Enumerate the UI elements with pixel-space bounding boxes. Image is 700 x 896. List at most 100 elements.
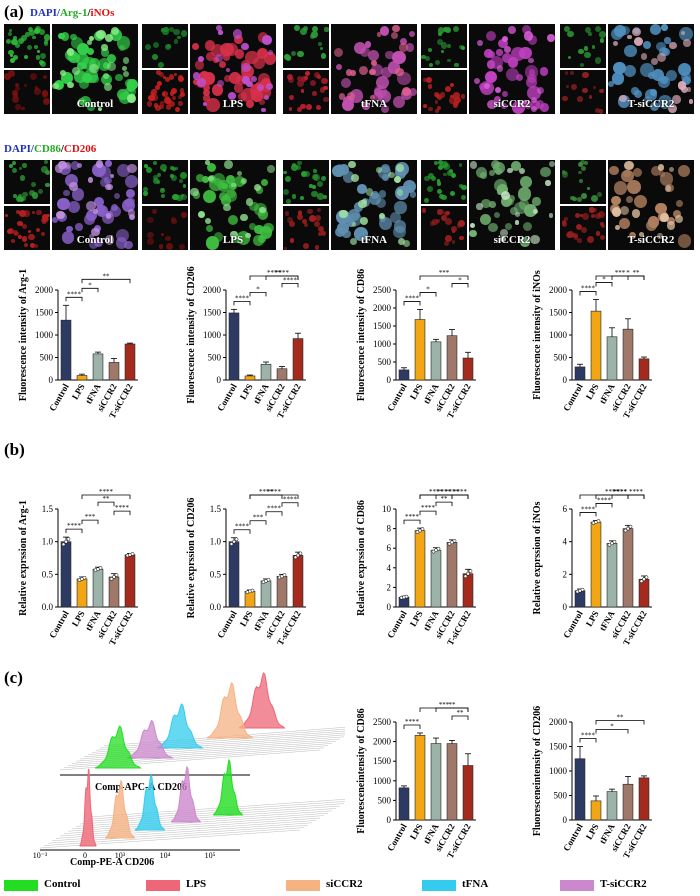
- cell-spot: [297, 75, 303, 81]
- cell-spot: [340, 78, 351, 89]
- cell-spot: [90, 74, 100, 84]
- cell-spot: [223, 75, 231, 83]
- cell-spot: [627, 180, 641, 194]
- cell-spot: [323, 96, 329, 102]
- cell-spot: [434, 100, 439, 104]
- cell-spot: [267, 164, 276, 173]
- cell-spot: [14, 82, 19, 88]
- significance-bracket: [81, 278, 131, 284]
- cell-spot: [166, 44, 171, 48]
- cell-spot: [594, 25, 602, 33]
- cell-spot: [493, 211, 500, 218]
- cell-spot: [501, 52, 513, 63]
- cell-spot: [446, 170, 453, 177]
- cell-spot: [12, 167, 18, 173]
- cell-spot: [153, 102, 159, 108]
- y-tick-label: 1.5: [210, 504, 222, 514]
- grid-line: [59, 817, 321, 837]
- micrograph-label: tFNA: [360, 234, 388, 246]
- cell-spot: [8, 28, 12, 32]
- cell-spot: [92, 163, 106, 178]
- y-axis-label: Fluoresceneintensity of CD206: [532, 706, 543, 836]
- cell-spot: [202, 94, 211, 102]
- cell-spot: [160, 163, 168, 171]
- cd86-text: CD86: [33, 143, 61, 155]
- data-point: [234, 537, 239, 542]
- cell-spot: [97, 106, 103, 112]
- cell-spot: [562, 95, 568, 101]
- cell-spot: [309, 184, 313, 188]
- cell-spot: [240, 213, 248, 221]
- significance-bracket: [65, 528, 83, 534]
- cell-spot: [70, 33, 77, 40]
- cell-spot: [241, 43, 249, 51]
- merged-micrograph: T-siCCR2: [608, 24, 694, 114]
- cell-spot: [180, 172, 188, 180]
- cell-spot: [87, 103, 95, 112]
- histogram-peak: [105, 779, 136, 839]
- cell-spot: [584, 26, 592, 34]
- cell-spot: [214, 53, 223, 62]
- cell-spot: [577, 161, 584, 168]
- data-point: [296, 553, 300, 558]
- y-tick-label: 1000: [549, 330, 568, 340]
- bar: [414, 319, 426, 381]
- panel-c-label: (c): [4, 668, 23, 687]
- channel-red-thumb: [4, 70, 50, 114]
- cell-spot: [380, 26, 390, 36]
- cell-spot: [362, 101, 371, 110]
- cell-spot: [624, 160, 634, 171]
- cell-spot: [291, 194, 297, 199]
- cell-spot: [25, 32, 30, 37]
- significance-label: ***: [439, 269, 450, 277]
- bar: [124, 343, 136, 381]
- cell-spot: [655, 202, 667, 215]
- cell-spot: [517, 187, 532, 201]
- cell-spot: [438, 160, 443, 166]
- cell-spot: [23, 54, 28, 59]
- cell-spot: [60, 70, 67, 77]
- channel-red-thumb: [283, 206, 329, 250]
- cell-spot: [394, 175, 402, 183]
- histogram-peak: [157, 703, 204, 749]
- significance-bracket: [579, 494, 645, 499]
- cell-spot: [378, 190, 386, 198]
- cell-spot: [8, 32, 13, 37]
- cell-spot: [439, 194, 445, 200]
- cell-spot: [499, 236, 506, 243]
- cell-spot: [95, 204, 108, 217]
- cell-spot: [350, 238, 358, 246]
- cell-spot: [566, 84, 570, 88]
- cell-spot: [221, 183, 228, 190]
- cell-spot: [501, 90, 508, 98]
- y-axis-label: Fluorescence intensity of iNOs: [532, 270, 543, 400]
- histogram-peak: [207, 682, 254, 739]
- cell-spot: [28, 189, 35, 197]
- category-label: Control: [561, 609, 585, 640]
- cell-spot: [371, 59, 378, 66]
- merged-micrograph: tFNA: [331, 160, 417, 250]
- y-axis-label: Fluorescence intensity of CD86: [356, 269, 367, 401]
- cell-spot: [393, 220, 406, 233]
- cd206-text: CD206: [63, 143, 97, 155]
- cell-spot: [181, 212, 187, 219]
- cell-spot: [313, 169, 317, 173]
- channel-red-thumb: [142, 206, 188, 250]
- cell-spot: [42, 74, 48, 80]
- cell-spot: [436, 188, 443, 195]
- cell-spot: [18, 197, 24, 203]
- cell-spot: [287, 216, 294, 223]
- legend-swatch: [286, 880, 320, 891]
- y-tick-label: 4: [387, 563, 392, 573]
- cell-spot: [451, 173, 457, 179]
- cell-spot: [302, 242, 309, 249]
- significance-label: **: [617, 714, 625, 722]
- cell-spot: [285, 55, 292, 61]
- cell-spot: [127, 163, 137, 174]
- bar: [622, 783, 634, 821]
- cell-spot: [385, 50, 395, 60]
- significance-label: **: [103, 495, 111, 503]
- cell-spot: [302, 218, 308, 225]
- cell-spot: [434, 92, 439, 98]
- y-tick-label: 500: [40, 353, 54, 363]
